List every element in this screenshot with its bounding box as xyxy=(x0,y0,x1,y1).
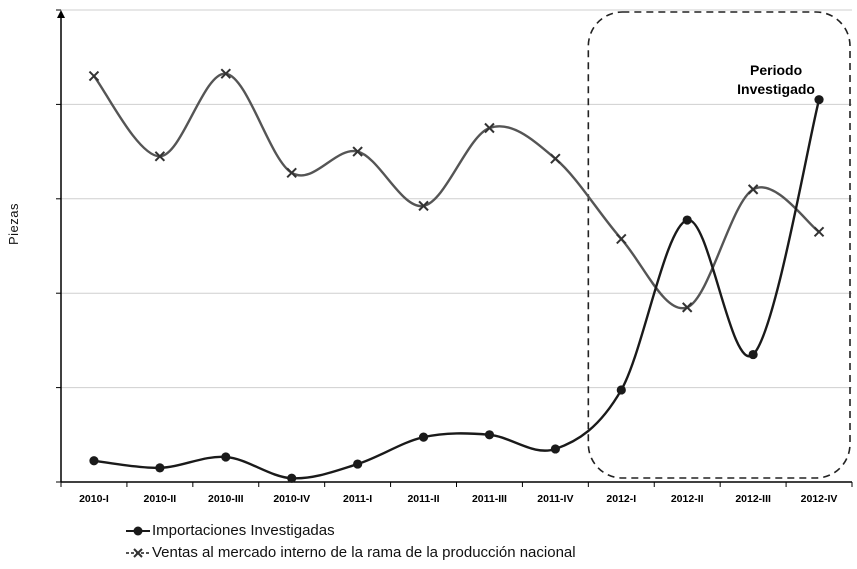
data-point xyxy=(616,385,626,395)
data-point xyxy=(418,200,429,212)
data-point xyxy=(353,459,363,469)
data-point xyxy=(154,151,166,162)
x-marker-stroke xyxy=(418,200,429,212)
x-tick-label: 2010-IV xyxy=(273,493,310,505)
legend-label-ventas: Ventas al mercado interno de la rama de … xyxy=(152,544,576,561)
x-marker-stroke xyxy=(220,68,231,79)
data-point xyxy=(287,473,297,483)
series-line xyxy=(93,99,821,480)
legend-label-importaciones: Importaciones Investigadas xyxy=(152,522,335,539)
x-marker-stroke xyxy=(154,151,166,162)
investigated-period-box xyxy=(587,11,851,479)
data-point xyxy=(88,70,100,82)
series-importaciones xyxy=(89,95,824,483)
x-marker-stroke xyxy=(616,233,627,245)
data-point xyxy=(747,184,759,195)
x-marker-stroke xyxy=(747,184,759,195)
x-marker-stroke xyxy=(550,153,561,164)
x-marker-stroke xyxy=(682,302,693,313)
data-point xyxy=(814,95,824,105)
series-line xyxy=(93,72,820,310)
data-point xyxy=(484,430,495,440)
data-point xyxy=(682,302,693,313)
x-marker-stroke xyxy=(484,122,495,134)
x-tick-labels: 2010-I 2010-II 2010-III 2010-IV 2011-I 2011-I… xyxy=(79,493,837,505)
data-point xyxy=(682,215,692,225)
x-marker-stroke xyxy=(352,146,363,157)
x-tick-label: 2012-I xyxy=(606,493,636,505)
data-point xyxy=(352,146,363,157)
x-marker-icon xyxy=(126,548,150,558)
data-point xyxy=(550,153,561,164)
x-marker-stroke xyxy=(286,167,297,179)
x-tick-label: 2012-II xyxy=(671,493,704,505)
data-point xyxy=(220,68,231,79)
x-tick-label: 2010-I xyxy=(79,493,109,505)
circle-marker-icon xyxy=(126,526,150,536)
x-marker-stroke xyxy=(813,226,825,238)
data-point xyxy=(813,226,825,238)
legend-item-importaciones: Importaciones Investigadas xyxy=(126,522,335,539)
axes xyxy=(56,9,853,487)
legend-item-ventas: Ventas al mercado interno de la rama de … xyxy=(126,544,576,561)
x-tick-label: 2011-III xyxy=(472,493,507,505)
x-tick-label: 2011-I xyxy=(343,493,372,505)
data-point xyxy=(484,122,495,134)
series-layer xyxy=(88,68,825,483)
data-point xyxy=(155,463,165,473)
x-tick-label: 2010-III xyxy=(208,493,244,505)
data-point xyxy=(550,444,560,454)
x-tick-label: 2011-IV xyxy=(537,493,573,505)
x-tick-label: 2010-II xyxy=(144,493,177,505)
series-ventas xyxy=(88,68,825,313)
x-tick-label: 2012-IV xyxy=(801,493,838,505)
x-marker-stroke xyxy=(88,70,100,82)
x-tick-label: 2012-III xyxy=(735,493,771,505)
period-box-frame xyxy=(587,11,851,479)
data-point xyxy=(286,167,297,179)
x-tick-label: 2011-II xyxy=(407,493,439,505)
data-point xyxy=(221,452,231,462)
data-point xyxy=(89,456,99,466)
y-axis-arrow-icon xyxy=(57,10,65,18)
data-point xyxy=(748,349,758,360)
data-point xyxy=(616,233,627,245)
y-axis-label: Piezas xyxy=(6,202,21,245)
data-point xyxy=(418,432,429,442)
annotation-line-2: Investigado xyxy=(737,81,815,97)
annotation-line-1: Periodo xyxy=(750,62,802,78)
